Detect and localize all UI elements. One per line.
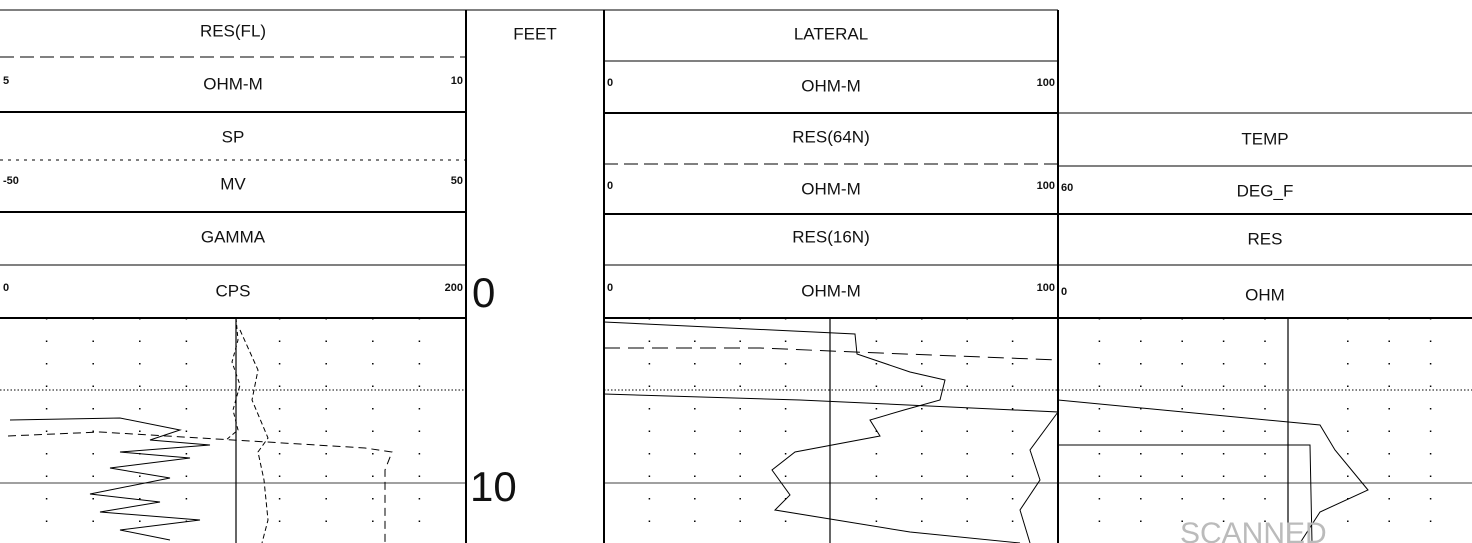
sp-curve — [225, 317, 241, 441]
scale-left: -50 — [3, 175, 19, 187]
curve-unit: OHM-M — [801, 281, 860, 300]
scale-right: 100 — [1037, 77, 1055, 89]
scale-left: 0 — [607, 180, 613, 192]
scale-right: 100 — [1037, 180, 1055, 192]
scale-right: 50 — [451, 175, 463, 187]
curve-unit: OHM-M — [801, 76, 860, 95]
curve-unit: CPS — [216, 281, 251, 300]
scale-right: 10 — [451, 75, 463, 87]
scale-right: 200 — [445, 282, 463, 294]
scale-left: 0 — [1061, 286, 1067, 298]
curve-name: LATERAL — [794, 24, 868, 43]
temp-curve — [1057, 399, 1369, 543]
watermark: SCANNED — [1180, 517, 1327, 543]
res-fl-curve — [7, 431, 393, 543]
curve-name: RES — [1248, 229, 1283, 248]
curve-name: RES(64N) — [792, 127, 869, 146]
grid — [0, 318, 1472, 543]
depth-label: 10 — [470, 463, 517, 510]
curve-name: TEMP — [1241, 129, 1288, 148]
res-fl-curve — [239, 329, 269, 543]
scale-left: 0 — [607, 77, 613, 89]
depth-header: FEET — [513, 24, 556, 43]
curve-unit: OHM-M — [203, 74, 262, 93]
frame — [0, 9, 1472, 543]
depth-label: 0 — [472, 269, 495, 316]
curve-name: SP — [222, 127, 245, 146]
res64n-curve — [604, 347, 1059, 361]
curve-name: RES(16N) — [792, 227, 869, 246]
curves — [7, 317, 1369, 543]
scale-left: 0 — [607, 282, 613, 294]
gamma-curve — [9, 417, 211, 541]
curve-unit: OHM — [1245, 285, 1285, 304]
curve-unit: MV — [220, 174, 246, 193]
curve-unit: DEG_F — [1237, 181, 1294, 200]
scale-left: 0 — [3, 282, 9, 294]
res-curve — [1058, 444, 1313, 543]
curve-name: GAMMA — [201, 227, 266, 246]
scale-right: 100 — [1037, 282, 1055, 294]
lateral-curve — [603, 393, 1059, 543]
curve-name: RES(FL) — [200, 21, 266, 40]
curve-unit: OHM-M — [801, 179, 860, 198]
res16n-curve — [603, 321, 1021, 543]
scale-left: 5 — [3, 75, 9, 87]
scale-left: 60 — [1061, 182, 1073, 194]
